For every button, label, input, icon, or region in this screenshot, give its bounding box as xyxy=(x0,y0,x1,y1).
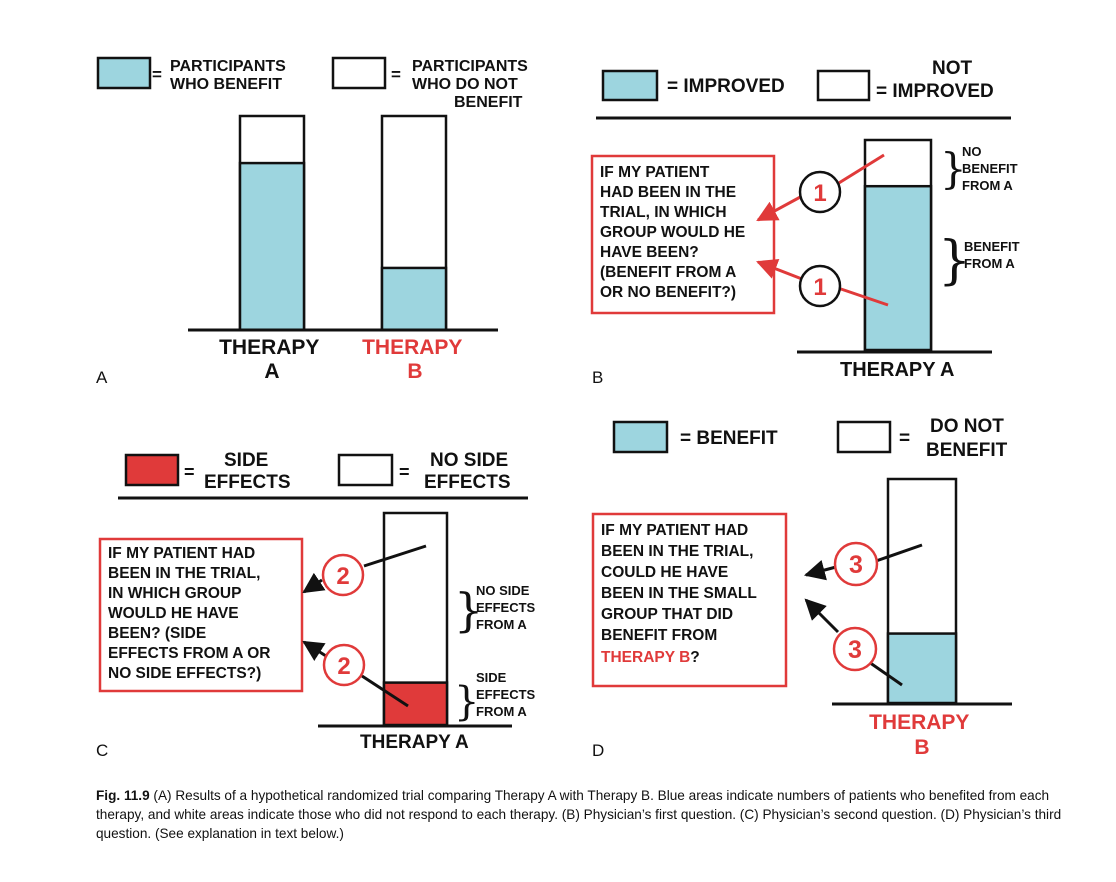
brace-top-label: NO BENEFIT FROM A xyxy=(962,144,1021,193)
panel-letter-a: A xyxy=(96,368,108,387)
bar-side-effects xyxy=(382,681,449,727)
bar-benefit xyxy=(886,632,958,705)
legend-equals: = xyxy=(152,65,162,84)
panel-a: = PARTICIPANTS WHO BENEFIT = PARTICIPANT… xyxy=(96,56,532,387)
marker-3-top xyxy=(833,541,879,587)
brace-top: } xyxy=(940,144,967,193)
arrow-to-question xyxy=(804,598,840,634)
legend-benefit-label: = BENEFIT xyxy=(680,428,778,449)
question-text: IF MY PATIENT HAD BEEN IN THE TRIAL, IN … xyxy=(600,164,750,301)
arrow-to-question xyxy=(302,572,326,594)
arrow-to-question xyxy=(302,640,327,662)
legend-no-benefit-label: PARTICIPANTS WHO DO NOT BENEFIT xyxy=(412,58,532,111)
legend-benefit-swatch xyxy=(612,420,669,454)
question-box xyxy=(590,154,776,315)
marker-1-label: 1 xyxy=(813,180,826,207)
marker-2-label: 2 xyxy=(337,653,350,680)
bar-therapy-a-benefit xyxy=(238,161,306,332)
pointer-line xyxy=(875,543,923,563)
pointer-line xyxy=(361,674,409,708)
legend-side-effects-swatch xyxy=(124,453,180,487)
legend-no-side-effects-label: NO SIDE EFFECTS xyxy=(424,450,513,493)
pointer-line xyxy=(837,286,889,307)
question-box xyxy=(591,512,788,688)
brace-top-label: NO SIDE EFFECTS FROM A xyxy=(476,583,539,632)
marker-1-top xyxy=(798,170,842,214)
legend-equals: = xyxy=(184,462,195,482)
legend-not-improved-swatch xyxy=(816,69,871,102)
legend-side-effects-label: SIDE EFFECTS xyxy=(204,450,291,493)
brace-bottom-label: SIDE EFFECTS FROM A xyxy=(476,670,539,719)
panel-c: = SIDE EFFECTS = NO SIDE EFFECTS IF MY P… xyxy=(96,450,539,760)
marker-1-label: 1 xyxy=(813,274,826,301)
brace-bottom: } xyxy=(938,231,971,291)
pointer-line xyxy=(865,658,903,687)
legend-no-side-effects-swatch xyxy=(337,453,394,487)
bar-label: THERAPY A xyxy=(360,732,469,753)
panel-letter-d: D xyxy=(592,741,604,760)
panel-letter-b: B xyxy=(592,368,603,387)
caption-text: (A) Results of a hypothetical randomized… xyxy=(96,788,1062,841)
marker-2-label: 2 xyxy=(336,563,349,590)
legend-improved-swatch xyxy=(601,69,659,102)
legend-no-benefit-swatch xyxy=(331,56,387,90)
marker-1-bottom xyxy=(798,264,842,308)
legend-benefit-label: PARTICIPANTS WHO BENEFIT xyxy=(170,58,290,93)
marker-2-top xyxy=(321,553,365,597)
marker-2-bottom xyxy=(322,643,366,687)
marker-3-label: 3 xyxy=(848,636,862,664)
legend-not-improved-label: NOT = IMPROVED xyxy=(876,58,994,102)
question-text: IF MY PATIENT HAD BEEN IN THE TRIAL, IN … xyxy=(108,545,275,682)
panel-d: = BENEFIT = DO NOT BENEFIT IF MY PATIENT… xyxy=(591,416,1012,760)
arrow-to-question xyxy=(756,259,803,281)
panel-letter-c: C xyxy=(96,741,108,760)
therapy-b-label: THERAPY B xyxy=(362,336,468,383)
legend-equals: = xyxy=(399,462,410,482)
pointer-line xyxy=(363,544,427,568)
brace-bottom-label: BENEFIT FROM A xyxy=(964,239,1023,271)
legend-equals: = xyxy=(391,65,401,84)
bar-benefit xyxy=(863,184,933,352)
question-box xyxy=(98,537,304,693)
bar-label: THERAPY A xyxy=(840,359,954,381)
bar-label: THERAPY B xyxy=(869,711,975,759)
legend-no-benefit-label: DO NOT BENEFIT xyxy=(926,416,1009,461)
legend-equals: = xyxy=(899,428,910,449)
therapy-a-label: THERAPY A xyxy=(219,336,325,383)
marker-3-bottom xyxy=(832,626,878,672)
arrow-to-question xyxy=(803,559,837,581)
figure-caption: Fig. 11.9 (A) Results of a hypothetical … xyxy=(96,786,1086,843)
caption-lead: Fig. 11.9 xyxy=(96,788,150,803)
arrow-to-question xyxy=(756,193,805,222)
brace-bottom: } xyxy=(454,679,479,725)
figure-diagram: = PARTICIPANTS WHO BENEFIT = PARTICIPANT… xyxy=(96,56,1023,760)
legend-improved-label: = IMPROVED xyxy=(667,76,785,97)
panel-b: = IMPROVED NOT = IMPROVED IF MY PATIENT … xyxy=(590,58,1023,387)
question-text: IF MY PATIENT HAD BEEN IN THE TRIAL, COU… xyxy=(601,522,761,666)
legend-benefit-swatch xyxy=(96,56,152,90)
brace-top: } xyxy=(454,583,483,637)
legend-no-benefit-swatch xyxy=(836,420,892,454)
marker-3-label: 3 xyxy=(849,551,863,579)
bar-therapy-b-benefit xyxy=(380,266,448,332)
pointer-line xyxy=(833,153,885,188)
